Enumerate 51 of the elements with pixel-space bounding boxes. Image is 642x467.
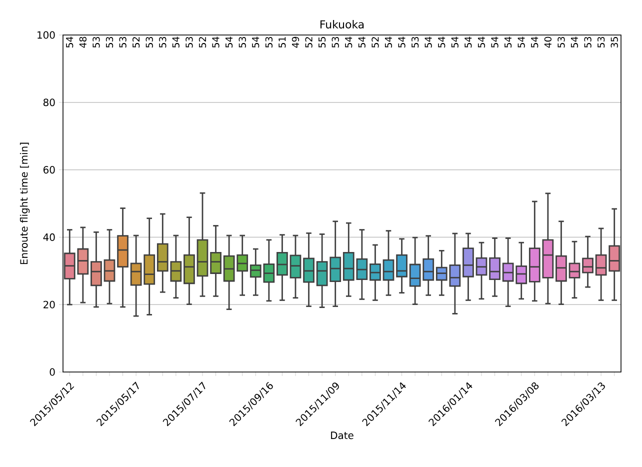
x-axis-title: Date xyxy=(331,432,354,440)
annotation: 54 xyxy=(345,36,352,48)
annotation: 54 xyxy=(384,36,392,48)
annotation: 54 xyxy=(398,36,406,48)
y-tick-label: 60 xyxy=(44,166,55,174)
annotation: 54 xyxy=(518,36,525,48)
annotation: 35 xyxy=(610,37,618,48)
annotation: 48 xyxy=(79,36,87,48)
annotation: 53 xyxy=(186,36,193,48)
annotation: 54 xyxy=(451,36,458,48)
annotation: 53 xyxy=(146,36,153,48)
annotation: 54 xyxy=(570,36,578,48)
annotation: 54 xyxy=(226,36,233,48)
annotation: 54 xyxy=(172,36,180,48)
annotation: 53 xyxy=(92,36,100,48)
annotation: 53 xyxy=(238,36,246,48)
annotation: 54 xyxy=(66,36,74,48)
annotation: 52 xyxy=(305,37,312,48)
annotation: 53 xyxy=(106,36,114,48)
annotation: 40 xyxy=(544,36,552,48)
y-tick-label: 20 xyxy=(44,300,55,308)
y-axis-title: Enroute flight time [min] xyxy=(20,142,30,264)
annotation: 51 xyxy=(278,37,286,48)
chart-title: Fukuoka xyxy=(320,20,364,28)
annotation: 52 xyxy=(132,37,140,48)
annotation: 53 xyxy=(558,36,565,48)
annotation: 54 xyxy=(212,36,220,48)
annotation: 52 xyxy=(372,37,379,48)
annotation: 54 xyxy=(478,36,486,48)
annotation: 53 xyxy=(584,36,592,48)
annotation: 53 xyxy=(119,36,126,48)
annotation: 54 xyxy=(531,36,538,48)
annotation: 53 xyxy=(159,36,166,48)
y-tick-label: 100 xyxy=(38,31,55,39)
annotation: 53 xyxy=(411,36,419,48)
annotation: 53 xyxy=(597,36,605,48)
annotation: 54 xyxy=(491,36,498,48)
annotation: 54 xyxy=(358,36,366,48)
y-tick-label: 40 xyxy=(43,233,55,241)
annotation: 49 xyxy=(292,36,300,48)
annotation: 55 xyxy=(318,37,326,48)
annotation: 54 xyxy=(252,36,260,48)
annotation: 54 xyxy=(438,36,446,48)
annotation: 53 xyxy=(332,36,339,48)
annotation: 54 xyxy=(504,36,512,48)
y-tick-label: 0 xyxy=(50,368,55,376)
annotation: 53 xyxy=(265,36,273,48)
annotation: 54 xyxy=(464,36,472,48)
y-tick-label: 80 xyxy=(43,98,55,106)
annotation: 54 xyxy=(424,36,432,48)
annotation: 52 xyxy=(198,37,206,48)
